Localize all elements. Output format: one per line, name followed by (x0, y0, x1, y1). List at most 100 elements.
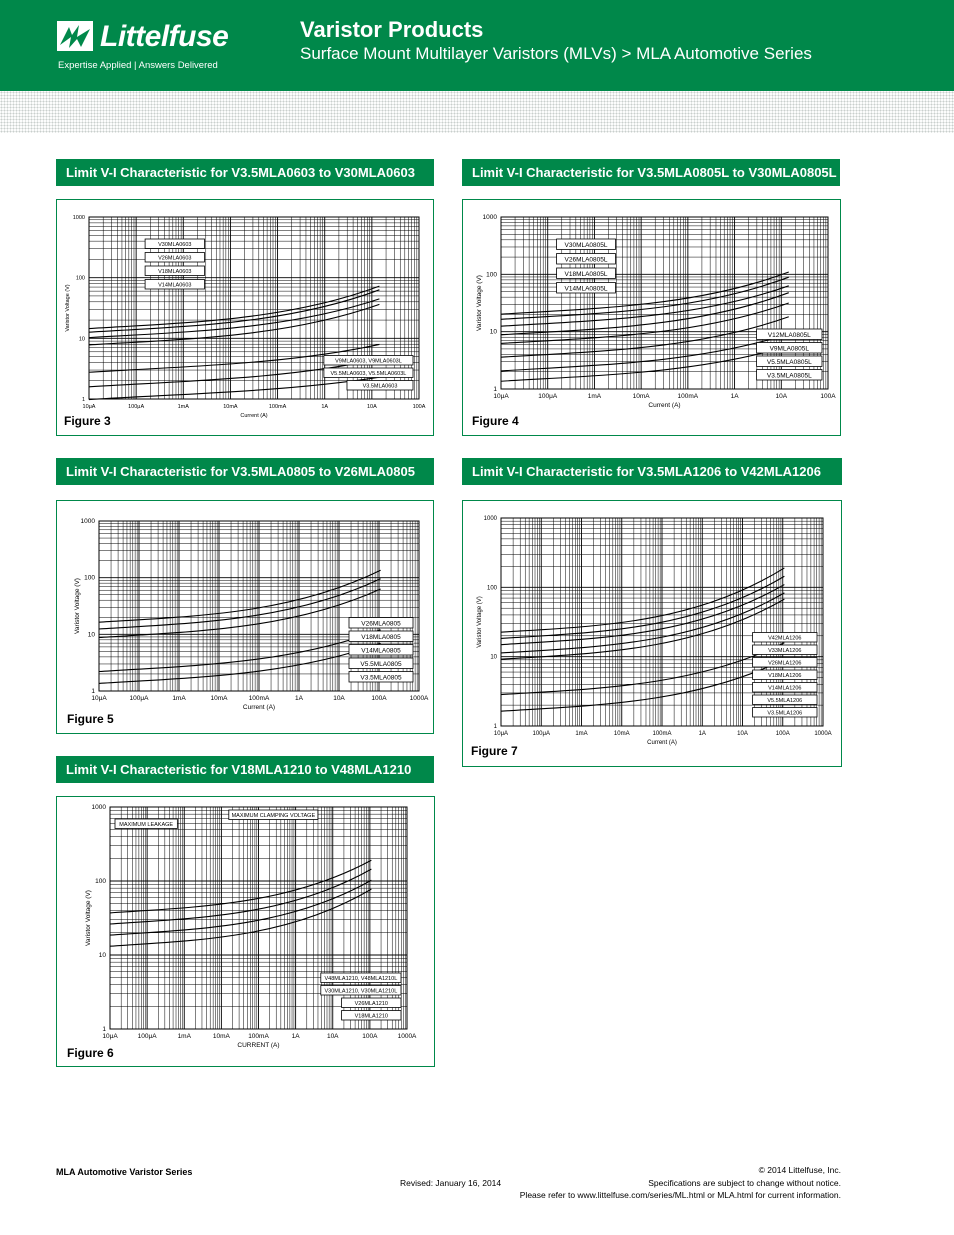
figure-4-banner: Limit V-I Characteristic for V3.5MLA0805… (462, 159, 840, 186)
series-label: V12MLA0805L (768, 332, 811, 339)
y-tick-label: 1 (102, 1026, 106, 1033)
fig5-curve-3 (98, 588, 381, 639)
x-tick-label: 100A (776, 731, 790, 737)
y-tick-label: 100 (76, 276, 85, 282)
series-label: V3.5MLA0805 (360, 675, 402, 682)
fig5-curve-1 (98, 569, 381, 623)
series-label: V5.5MLA0805 (360, 661, 402, 668)
fig6-curve-1 (109, 859, 372, 914)
series-label: V42MLA1206 (768, 636, 801, 642)
fig4-curve-3 (500, 285, 789, 327)
series-label: V30MLA0805L (565, 242, 608, 249)
fig3-plot-frame (88, 216, 420, 400)
x-tick-label: 100A (362, 1033, 378, 1040)
x-tick-label: 1A (292, 1033, 301, 1040)
series-label-box (320, 985, 402, 996)
series-label: V26MLA1210 (355, 1001, 388, 1007)
y-tick-label: 1000 (73, 215, 85, 221)
x-tick-label: 1mA (575, 731, 587, 737)
y-tick-label: 1 (494, 724, 498, 730)
x-axis-label: Current (A) (240, 413, 267, 419)
y-tick-label: 100 (487, 585, 498, 591)
y-axis-label: Varistor Voltage (V) (477, 596, 483, 648)
series-label: V30MLA0603 (158, 242, 191, 248)
x-tick-label: 10mA (633, 393, 651, 400)
series-label-box (556, 238, 616, 250)
y-axis-label: Varistor Voltage (V) (85, 890, 92, 946)
figure-7-label: Figure 7 (471, 744, 518, 758)
fig3-curve-4 (88, 303, 380, 346)
footer-spec-note: Specifications are subject to change wit… (648, 1177, 841, 1188)
series-label: V14MLA0805 (361, 648, 401, 655)
x-axis-label: CURRENT (A) (237, 1042, 279, 1049)
y-tick-label: 100 (486, 271, 497, 278)
x-axis-label: Current (A) (243, 704, 275, 711)
fig3-curve-1 (88, 285, 380, 330)
x-tick-label: 100A (413, 404, 426, 410)
x-tick-label: 10A (737, 731, 748, 737)
series-label: V18MLA0603 (158, 269, 191, 275)
series-label: V18MLA1206 (768, 673, 801, 679)
figure-5-panel: Figure 5 10μA 100μA 1mA 10mA 100mA 1A 10A 100A 1… (56, 500, 434, 734)
x-tick-label: 10μA (83, 404, 96, 410)
footer-legal: © 2014 Littelfuse, Inc. Specifications a… (520, 1164, 841, 1202)
y-tick-label: 10 (79, 336, 85, 342)
y-tick-label: 1000 (484, 516, 498, 522)
series-label: V14MLA1206 (768, 686, 801, 692)
series-label-box (756, 355, 823, 367)
fig4-curve-7 (500, 333, 789, 372)
series-label-box (144, 238, 205, 249)
x-tick-label: 100mA (652, 731, 671, 737)
fig6-curve-4 (109, 888, 372, 947)
y-tick-label: 1000 (81, 518, 96, 525)
x-tick-label: 100μA (538, 393, 558, 400)
fig7-plot-frame (500, 517, 824, 727)
y-tick-label: 1000 (92, 804, 107, 811)
fig4-curve-4 (500, 292, 789, 336)
series-label-box (114, 818, 178, 829)
x-tick-label: 100mA (249, 695, 270, 702)
x-tick-label: 1mA (172, 695, 186, 702)
series-label-box (752, 657, 818, 668)
series-label-box (756, 342, 823, 354)
footer-copyright: © 2014 Littelfuse, Inc. (758, 1165, 841, 1175)
fig5-curve-4 (98, 629, 381, 673)
page-subtitle: Surface Mount Multilayer Varistors (MLVs… (300, 44, 812, 63)
series-label: V18MLA0805 (361, 634, 401, 641)
x-tick-label: 1A (699, 731, 706, 737)
series-label-box (752, 694, 818, 705)
series-label-box (320, 972, 402, 983)
series-label-box (348, 617, 414, 629)
x-tick-label: 10A (327, 1033, 339, 1040)
fig4-curve-2 (500, 276, 789, 320)
fig5-plot-frame (98, 520, 420, 692)
fig3-curve-3 (88, 298, 380, 339)
series-label: V48MLA1210, V48MLA1210L (325, 976, 398, 982)
figure-3-banner: Limit V-I Characteristic for V3.5MLA0603… (56, 159, 434, 186)
fig7-curve-1 (500, 567, 785, 633)
fig6-grid (109, 806, 408, 1030)
fig5-curve-2 (98, 578, 381, 630)
series-label-box (348, 630, 414, 642)
fig4-chart: 10μA 100μA 1mA 10mA 100mA 1A 10A 100A 1 10 100 1000… (476, 214, 836, 409)
series-label-box (228, 809, 319, 820)
fig4-curve-1 (500, 271, 789, 315)
series-label-box (323, 355, 414, 366)
series-label-box (752, 632, 818, 643)
x-tick-label: 1A (321, 404, 328, 410)
y-tick-label: 10 (88, 631, 96, 638)
series-label: V33MLA1206 (768, 648, 801, 654)
series-label: V3.5MLA0805L (767, 373, 812, 380)
x-tick-label: 1mA (178, 404, 190, 410)
brand-logo[interactable]: Littelfuse (100, 20, 229, 53)
x-tick-label: 100A (371, 695, 387, 702)
fig5-grid (98, 520, 420, 692)
series-label: V9MLA0805L (770, 346, 810, 353)
x-tick-label: 100mA (678, 393, 699, 400)
x-tick-label: 10μA (493, 393, 509, 400)
x-tick-label: 1mA (588, 393, 602, 400)
x-tick-label: 10A (333, 695, 345, 702)
figure-6-panel: Figure 6 10μA 100μA 1mA 10mA 100mA 1A 10A 100A 1… (56, 796, 435, 1067)
fig7-curve-2 (500, 575, 785, 639)
footer-refer[interactable]: Please refer to www.littelfuse.com/serie… (519, 1190, 841, 1200)
